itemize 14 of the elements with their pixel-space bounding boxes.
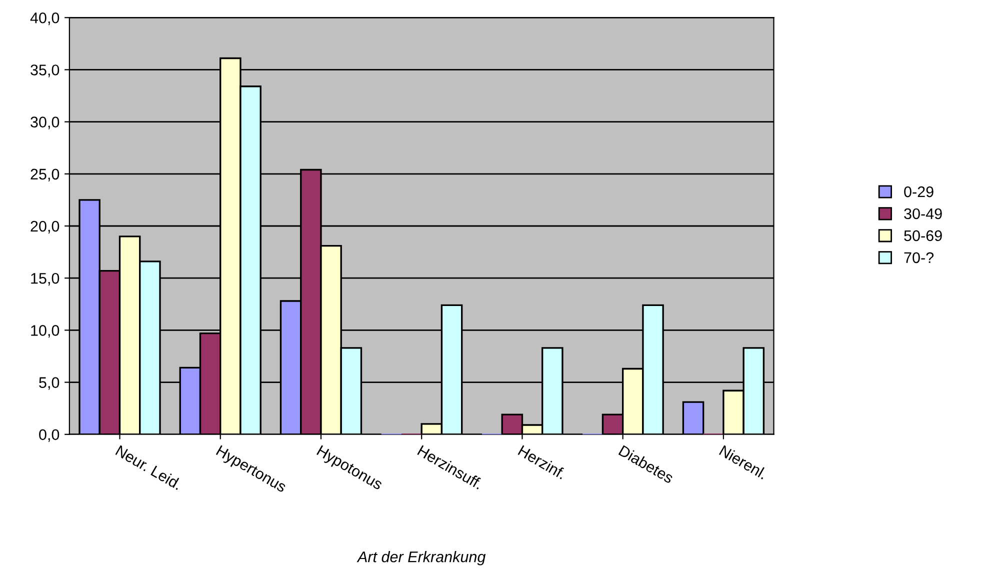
y-tick-label: 35,0 [30,64,60,78]
y-tick-label: 15,0 [31,272,60,286]
y-tick-label: 20,0 [30,220,60,234]
legend-label: 30-49 [904,208,942,220]
legend-label: 0-29 [904,186,934,198]
y-tick-label: 0,0 [39,429,60,442]
y-tick-label: 40,0 [30,12,60,26]
y-tick-label: 10,0 [31,325,60,338]
legend-label: 50-69 [904,230,942,242]
y-tick-label: 30,0 [30,116,60,130]
y-tick-label: 25,0 [30,168,60,182]
legend-label: 70-? [904,252,934,264]
y-tick-label: 5,0 [39,377,60,390]
x-axis-title: Art der Erkrankung [356,551,486,566]
